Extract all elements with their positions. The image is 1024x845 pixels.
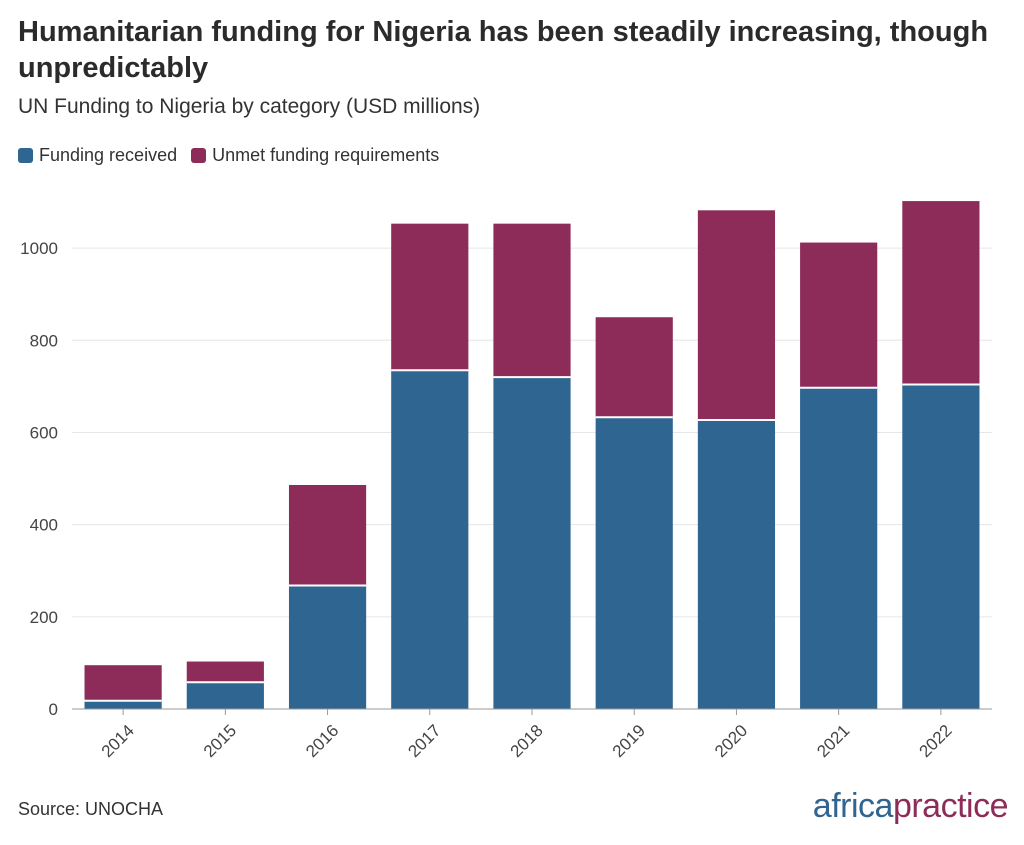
- legend-swatch-unmet: [191, 148, 207, 163]
- bar-unmet: [186, 661, 264, 683]
- brand-logo-part1: africa: [812, 787, 894, 825]
- bar-received: [391, 370, 469, 709]
- x-tick-label: 2016: [302, 721, 342, 761]
- y-tick-label: 0: [49, 700, 58, 719]
- bar-unmet: [391, 223, 469, 371]
- legend: Funding received Unmet funding requireme…: [18, 145, 453, 166]
- bar-unmet: [84, 665, 162, 701]
- bar-received: [800, 387, 878, 709]
- x-tick-label: 2021: [813, 721, 853, 761]
- legend-label-unmet: Unmet funding requirements: [212, 145, 440, 165]
- y-tick-label: 800: [30, 331, 58, 350]
- bar-received: [697, 420, 776, 709]
- bar-received: [595, 417, 673, 709]
- x-tick-label: 2022: [915, 721, 955, 761]
- bar-unmet: [595, 317, 673, 418]
- bar-unmet: [902, 201, 980, 385]
- bar-unmet: [800, 242, 878, 388]
- bar-received: [186, 682, 264, 709]
- x-tick-label: 2015: [200, 721, 240, 761]
- bar-chart: 0 200 400 600 800 1000 2014 2015 2016 2017 2018 201…: [20, 201, 992, 761]
- bar-unmet: [288, 484, 367, 586]
- source-note: Source: UNOCHA: [18, 799, 164, 819]
- y-tick-label: 200: [30, 608, 58, 627]
- x-tick-label: 2019: [609, 721, 649, 761]
- bar-received: [902, 384, 980, 709]
- bar-received: [288, 585, 367, 709]
- y-tick-label: 600: [30, 423, 58, 442]
- legend-label-received: Funding received: [39, 145, 178, 165]
- chart-subtitle: UN Funding to Nigeria by category (USD m…: [18, 95, 481, 118]
- chart-title: Humanitarian funding for Nigeria has bee…: [18, 16, 989, 84]
- legend-swatch-received: [18, 148, 33, 163]
- brand-logo-part2: practice: [892, 787, 1009, 825]
- y-tick-label: 400: [30, 516, 58, 535]
- bar-received: [493, 377, 571, 709]
- bar-unmet: [697, 210, 776, 421]
- brand-logo: africapractice: [812, 786, 1009, 826]
- x-tick-label: 2018: [507, 721, 547, 761]
- x-tick-label: 2017: [404, 721, 444, 761]
- x-tick-label: 2014: [98, 721, 138, 761]
- y-tick-label: 1000: [20, 239, 58, 258]
- bar-received: [84, 700, 162, 709]
- legend-item-received: Funding received: [18, 145, 177, 166]
- bar-unmet: [493, 223, 571, 378]
- legend-item-unmet: Unmet funding requirements: [191, 145, 439, 166]
- x-tick-label: 2020: [711, 721, 751, 761]
